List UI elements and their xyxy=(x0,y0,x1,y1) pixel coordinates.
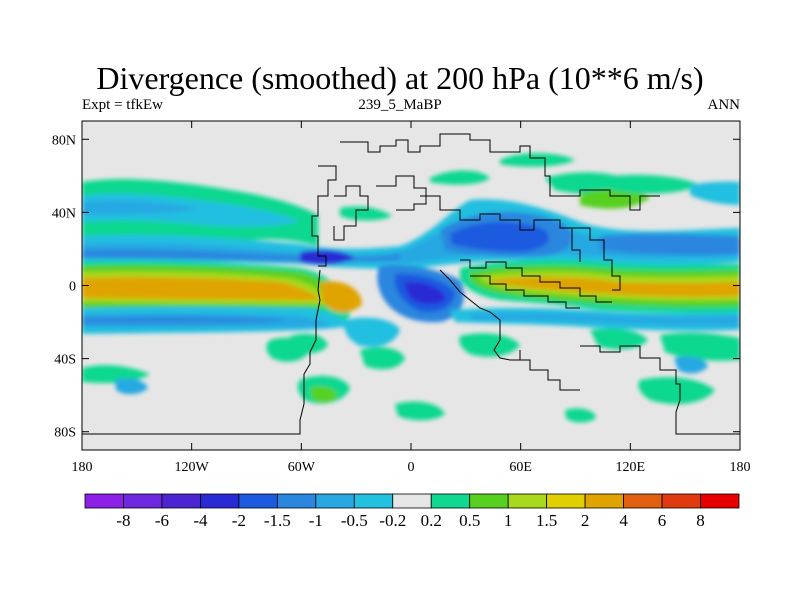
x-tick-label: 180 xyxy=(72,460,93,475)
colorbar-box xyxy=(469,493,509,509)
experiment-label: Expt = tfkEw xyxy=(82,97,163,113)
x-axis: 180 120W 60W 0 60E 120E 180 xyxy=(72,121,751,475)
colorbar-box xyxy=(584,493,624,509)
colorbar-box xyxy=(430,493,471,509)
div-region xyxy=(600,174,700,194)
conv-region xyxy=(690,181,740,205)
div-region xyxy=(459,333,520,357)
y-tick-label: 40N xyxy=(52,206,76,221)
colorbar-box xyxy=(623,493,663,509)
colorbar-label: -1.5 xyxy=(264,511,291,530)
div-region xyxy=(320,281,362,313)
div-region xyxy=(500,153,575,167)
conv-region xyxy=(82,316,290,324)
conv-region xyxy=(674,356,708,374)
colorbar: -8 -6 -4 -2 -1.5 -1 -0.5 -0.2 0.2 0.5 1 1.5 2 4 6 8 xyxy=(84,493,740,530)
div-region xyxy=(590,328,648,350)
colorbar-box xyxy=(276,493,317,509)
div-region xyxy=(430,170,490,185)
x-tick-label: 60E xyxy=(509,460,532,475)
div-region xyxy=(395,401,445,421)
season-label: ANN xyxy=(707,97,741,113)
colorbar-box xyxy=(507,493,548,509)
x-tick-label: 120E xyxy=(616,460,646,475)
y-tick-label: 40S xyxy=(54,353,76,368)
conv-region xyxy=(115,378,148,395)
colorbar-box xyxy=(661,493,701,509)
div-region xyxy=(340,206,392,221)
conv-region xyxy=(82,200,200,214)
colorbar-label: -4 xyxy=(193,511,208,530)
colorbar-label: -2 xyxy=(232,511,246,530)
case-label: 239_5_MaBP xyxy=(358,97,442,113)
colorbar-label: 8 xyxy=(696,511,705,530)
colorbar-box xyxy=(238,493,278,509)
colorbar-box xyxy=(700,493,740,509)
colorbar-box xyxy=(123,493,163,509)
conv-region xyxy=(300,250,355,265)
colorbar-label: -8 xyxy=(116,511,130,530)
y-tick-label: 80S xyxy=(54,426,76,441)
plot-title: Divergence (smoothed) at 200 hPa (10**6 … xyxy=(96,60,704,96)
x-tick-label: 0 xyxy=(408,460,415,475)
colorbar-box xyxy=(84,493,124,509)
divergence-field xyxy=(82,133,740,435)
colorbar-box xyxy=(546,493,586,509)
colorbar-box xyxy=(161,493,201,509)
div-region xyxy=(580,189,650,209)
y-axis: 80N 40N 0 40S 80S xyxy=(52,133,740,441)
colorbar-label: -0.5 xyxy=(341,511,368,530)
div-region xyxy=(290,333,328,354)
x-tick-label: 180 xyxy=(730,460,751,475)
colorbar-label: 2 xyxy=(581,511,590,530)
div-region xyxy=(660,332,740,361)
div-region xyxy=(360,347,405,370)
colorbar-label: -0.2 xyxy=(379,511,406,530)
x-tick-label: 60W xyxy=(288,460,316,475)
conv-region xyxy=(344,317,400,347)
colorbar-label: 0.5 xyxy=(459,511,480,530)
colorbar-label: 0.2 xyxy=(421,511,442,530)
colorbar-box xyxy=(200,493,240,509)
div-region xyxy=(82,365,150,384)
colorbar-label: 4 xyxy=(619,511,628,530)
colorbar-label: 1 xyxy=(504,511,513,530)
conv-region xyxy=(470,313,740,326)
colorbar-box xyxy=(353,493,394,509)
colorbar-label: 6 xyxy=(658,511,667,530)
coastline xyxy=(82,133,740,435)
colorbar-label: -6 xyxy=(155,511,169,530)
y-tick-label: 0 xyxy=(69,280,76,295)
div-region xyxy=(82,277,320,300)
colorbar-box xyxy=(315,493,355,509)
colorbar-label: -1 xyxy=(309,511,323,530)
colorbar-box xyxy=(392,493,432,509)
x-tick-label: 120W xyxy=(175,460,210,475)
conv-region xyxy=(600,233,740,255)
conv-region xyxy=(404,281,446,305)
colorbar-label: 1.5 xyxy=(536,511,557,530)
div-region xyxy=(565,408,596,423)
div-region xyxy=(638,377,715,405)
div-region xyxy=(310,386,338,403)
y-tick-label: 80N xyxy=(52,133,76,148)
